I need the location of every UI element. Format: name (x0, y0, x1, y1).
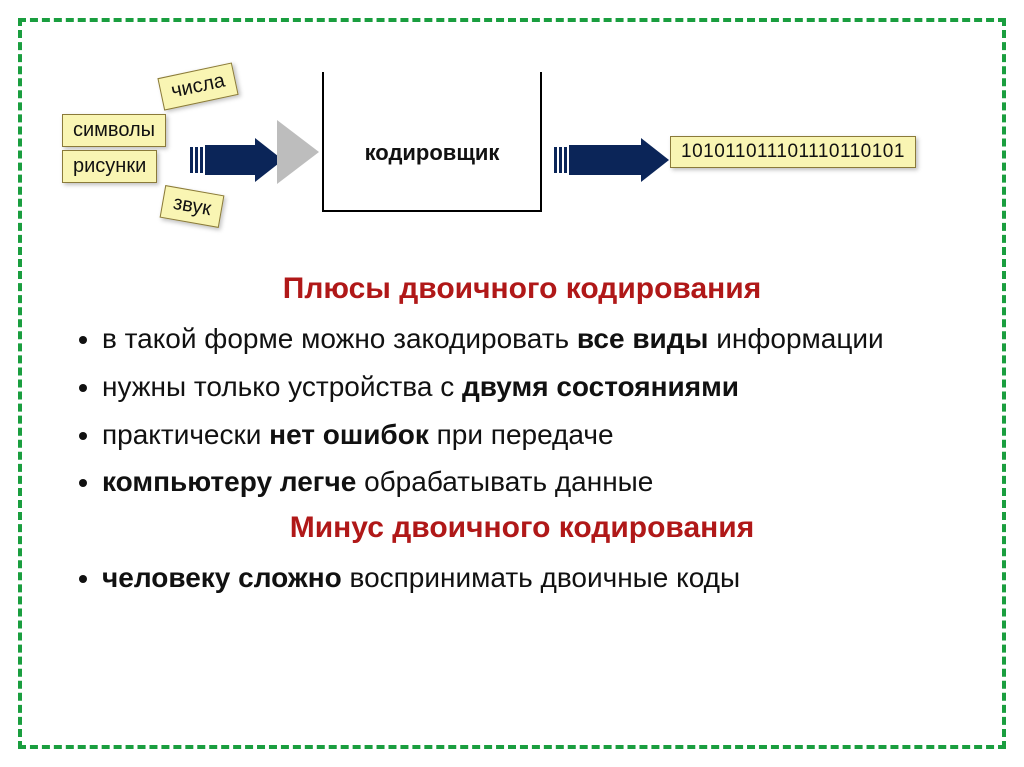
dashed-frame: числа символы рисунки звук кодировщик 10… (18, 18, 1006, 749)
arrow-into-encoder (190, 138, 283, 182)
input-box-numbers: числа (157, 62, 239, 110)
input-box-sound: звук (160, 185, 225, 228)
list-item: в такой форме можно закодировать все вид… (102, 320, 972, 358)
output-binary-box: 101011011101110110101 (670, 136, 916, 168)
cons-heading: Минус двоичного кодирования (72, 511, 972, 545)
list-item: человеку сложно воспринимать двоичные ко… (102, 559, 972, 597)
list-item: практически нет ошибок при передаче (102, 416, 972, 454)
encoder-label: кодировщик (365, 140, 500, 166)
content-section: Плюсы двоичного кодирования в такой форм… (52, 272, 972, 597)
funnel-icon (277, 120, 319, 184)
pros-list: в такой форме можно закодировать все вид… (72, 320, 972, 501)
encoder-frame: кодировщик (322, 72, 542, 212)
list-item: нужны только устройства с двумя состояни… (102, 368, 972, 406)
arrow-out-encoder (554, 138, 669, 182)
diagram: числа символы рисунки звук кодировщик 10… (52, 52, 972, 252)
input-box-drawings: рисунки (62, 150, 157, 183)
input-box-symbols: символы (62, 114, 166, 147)
cons-list: человеку сложно воспринимать двоичные ко… (72, 559, 972, 597)
list-item: компьютеру легче обрабатывать данные (102, 463, 972, 501)
pros-heading: Плюсы двоичного кодирования (72, 272, 972, 306)
